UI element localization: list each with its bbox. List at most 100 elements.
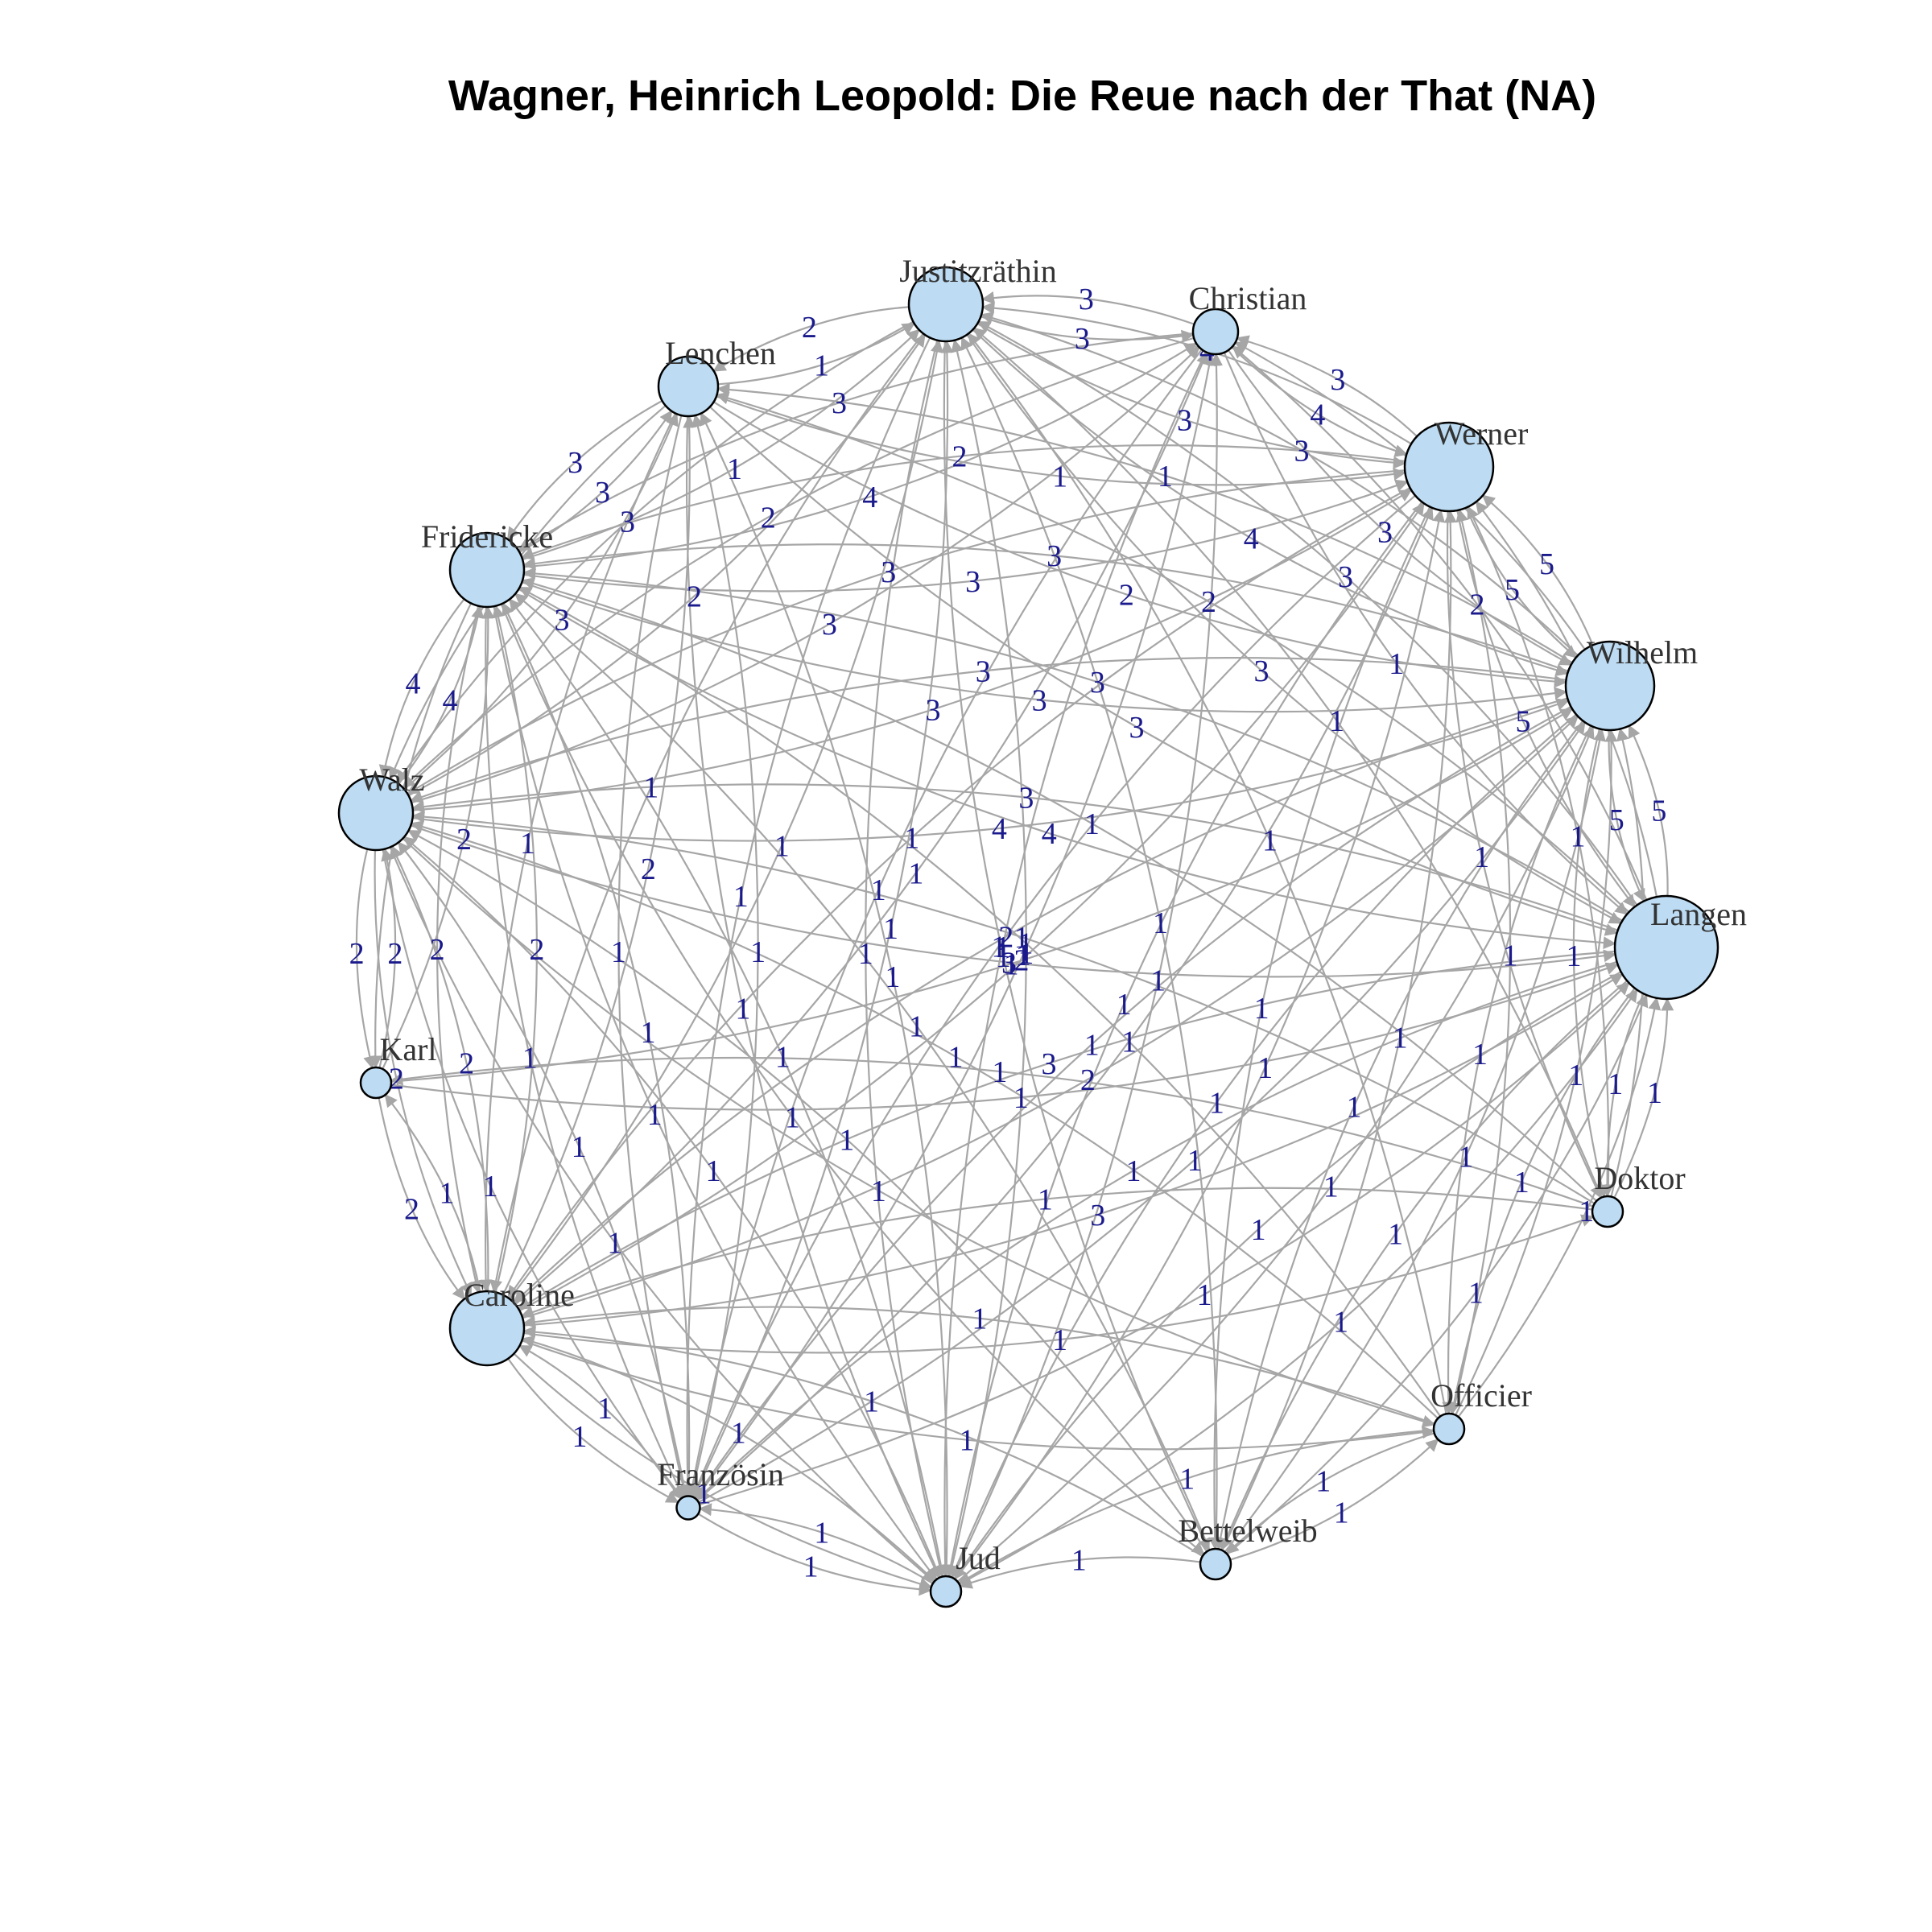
edge-weight-label: 1 xyxy=(1251,1213,1266,1247)
node-label-fridericke: Fridericke xyxy=(421,518,553,555)
edge-weight-label: 1 xyxy=(572,1130,587,1164)
edge-weight-label: 1 xyxy=(1647,1076,1662,1110)
edge-weight-label: 2 xyxy=(952,440,968,474)
edge xyxy=(411,810,1596,1205)
edge-weight-label: 1 xyxy=(785,1100,800,1134)
edge xyxy=(694,706,1572,1500)
edge xyxy=(507,487,1411,1299)
edge xyxy=(865,340,946,1579)
edge-weight-label: 3 xyxy=(1090,1199,1105,1232)
edge-weight-label: 1 xyxy=(611,935,626,969)
edge-weight-label: 3 xyxy=(881,555,896,589)
node-label-karl: Karl xyxy=(379,1031,436,1067)
edge-weight-label: 1 xyxy=(814,349,829,382)
edge xyxy=(1481,494,1594,646)
edge xyxy=(953,971,1622,1580)
edge-weight-label: 3 xyxy=(1294,434,1309,468)
edge-weight-label: 3 xyxy=(620,506,635,539)
node-wilhelm xyxy=(1564,640,1656,732)
edge-weight-label: 1 xyxy=(640,1016,655,1050)
edge xyxy=(500,603,1205,1555)
edge xyxy=(712,401,1567,688)
edge xyxy=(492,605,538,1293)
node-bettelweib xyxy=(1199,1547,1232,1581)
edge-weight-label: 3 xyxy=(595,476,610,510)
edge xyxy=(521,577,1597,1202)
edge xyxy=(1225,1432,1435,1555)
edge-weight-label: 1 xyxy=(871,1174,886,1208)
edge-weight-label: 3 xyxy=(976,654,991,688)
node-officier xyxy=(1432,1412,1466,1446)
edge-weight-label: 1 xyxy=(440,1177,455,1211)
edge-weight-label: 2 xyxy=(459,1047,474,1081)
edge-weight-label: 1 xyxy=(1013,1081,1029,1115)
edge xyxy=(1220,980,1628,1551)
edge-weight-label: 4 xyxy=(443,684,458,718)
edge xyxy=(406,469,1406,795)
edge xyxy=(956,725,1595,1583)
edge-weight-label: 3 xyxy=(1090,666,1105,700)
edge xyxy=(698,720,1586,1504)
edge-weight-label: 1 xyxy=(864,1385,879,1419)
edge-weight-label: 1 xyxy=(996,940,1011,974)
edge xyxy=(712,306,910,372)
edge-weight-label: 3 xyxy=(1046,539,1062,573)
edge-weight-label: 1 xyxy=(1084,807,1100,841)
edge-weight-label: 4 xyxy=(862,481,877,514)
edge-weight-label: 2 xyxy=(389,1062,404,1096)
edge xyxy=(1236,335,1418,437)
edge xyxy=(981,291,1195,325)
edge xyxy=(1457,997,1662,1418)
edge xyxy=(954,509,1446,1580)
node-layer: Justitzräthin Christian Werner Wilhelm Lange… xyxy=(337,253,1747,1608)
node-justitzräthin xyxy=(907,266,985,343)
node-label-französin: Französin xyxy=(657,1456,784,1492)
edge-weight-label: 1 xyxy=(750,935,766,969)
edge xyxy=(378,1097,465,1300)
edge-weight-label: 1 xyxy=(1187,1144,1203,1178)
edge xyxy=(403,412,679,791)
edge xyxy=(976,323,1406,469)
edge xyxy=(717,322,916,386)
edge-weight-label: 1 xyxy=(908,857,923,890)
edge xyxy=(1456,510,1636,908)
node-label-justitzräthin: Justitzräthin xyxy=(899,253,1057,289)
edge xyxy=(698,1503,934,1585)
node-jud xyxy=(929,1575,963,1608)
edge-weight-label: 1 xyxy=(597,1392,613,1426)
edge xyxy=(520,1187,1593,1319)
edge xyxy=(389,847,935,1583)
edge-weight-label: 1 xyxy=(1393,1021,1408,1055)
edge-weight-label: 1 xyxy=(1474,840,1489,874)
edge xyxy=(943,341,1210,1552)
edge-weight-label: 1 xyxy=(839,1123,854,1157)
edge-weight-label: 5 xyxy=(1505,573,1520,607)
edge xyxy=(699,981,1630,1505)
edge-weight-label: 1 xyxy=(1323,1170,1339,1204)
edge-weight-label: 2 xyxy=(529,933,544,967)
edge xyxy=(715,391,1630,913)
edge-weight-label: 3 xyxy=(1018,781,1034,815)
node-christian xyxy=(1191,308,1240,356)
edge xyxy=(948,339,1027,1577)
edge-weight-label: 3 xyxy=(554,603,569,637)
node-karl xyxy=(359,1066,393,1100)
edge xyxy=(396,320,914,784)
edge xyxy=(522,328,920,560)
edge-weight-label: 2 xyxy=(641,852,656,886)
edge xyxy=(1229,1438,1439,1561)
edge xyxy=(977,320,1638,906)
edge xyxy=(700,411,948,1577)
edge xyxy=(489,332,924,1294)
graph-title: Wagner, Heinrich Leopold: Die Reue nach … xyxy=(448,72,1597,120)
edge-weight-label: 1 xyxy=(1209,1087,1224,1121)
edge-weight-label: 2 xyxy=(1080,1063,1096,1097)
edge xyxy=(506,399,663,541)
edge-weight-label: 1 xyxy=(1038,1183,1053,1217)
edge xyxy=(694,352,1216,1500)
edge-weight-label: 1 xyxy=(643,771,658,805)
edge-weight-label: 1 xyxy=(1333,1306,1348,1340)
edge xyxy=(697,1513,932,1596)
edge-weight-label: 1 xyxy=(774,829,790,863)
edge-weight-label: 3 xyxy=(1254,654,1269,688)
